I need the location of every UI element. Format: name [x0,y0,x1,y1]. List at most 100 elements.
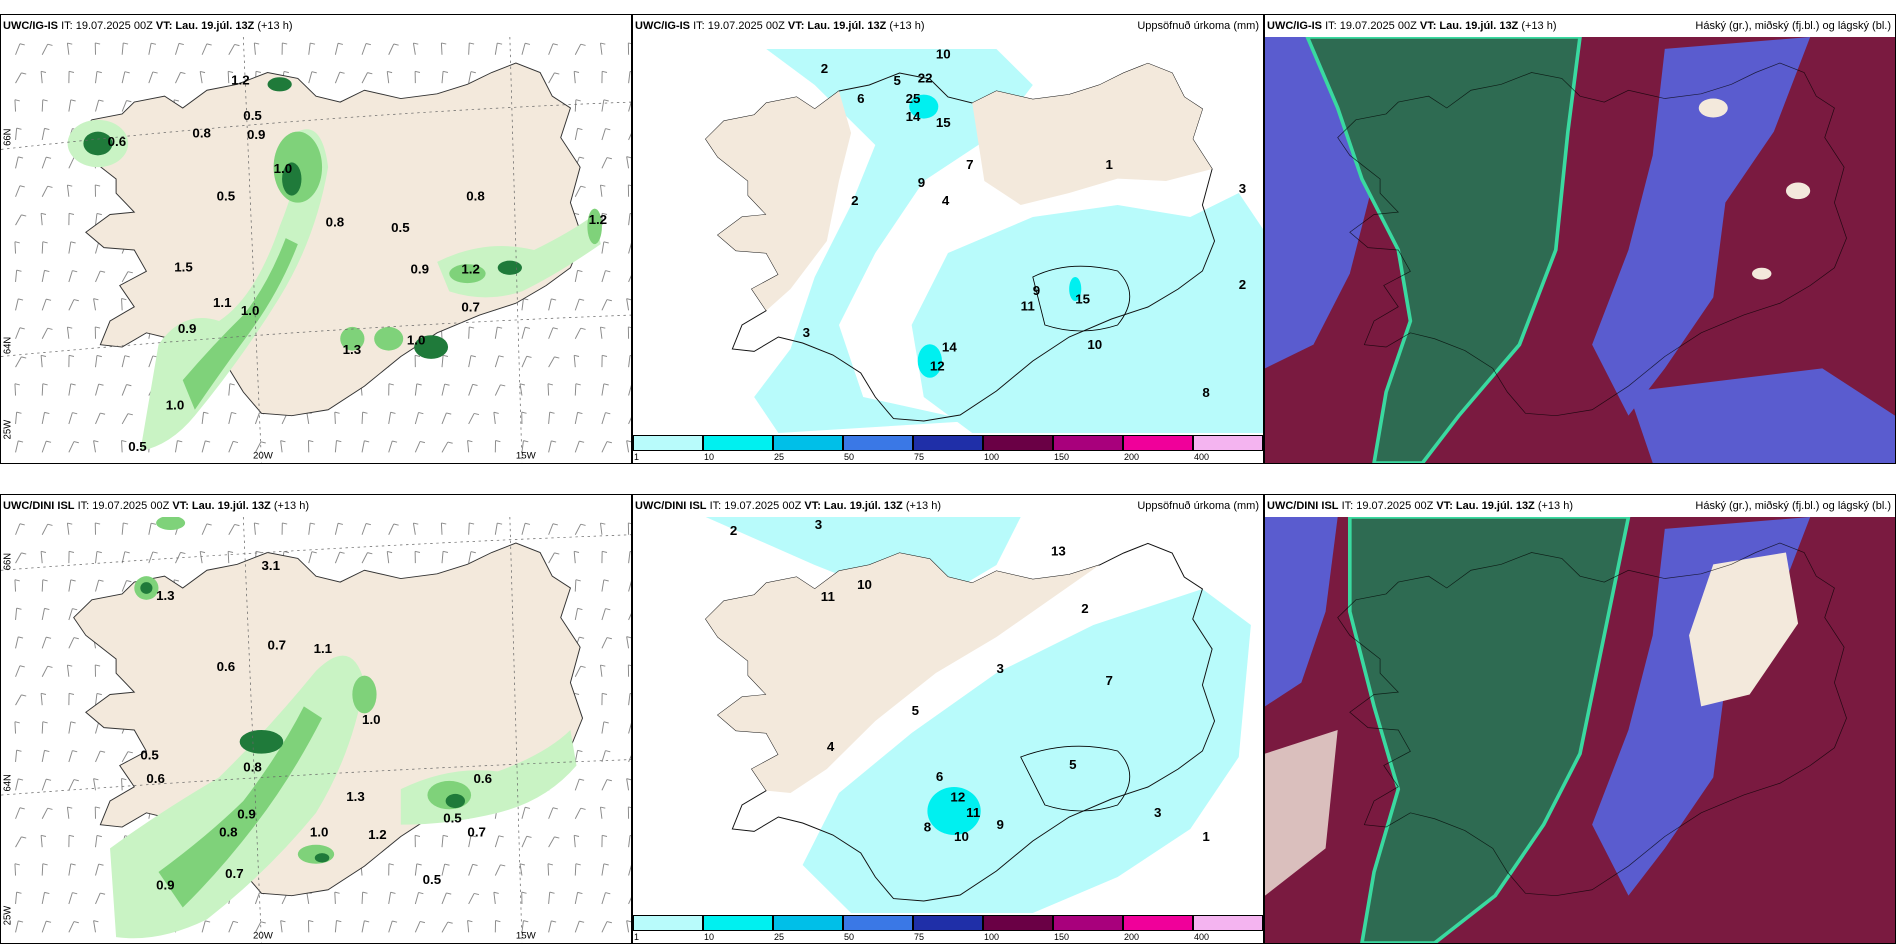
wind-barb-feather [150,42,157,45]
wind-barb [201,440,206,453]
wind-barb-feather [577,891,583,894]
map-area: 2 10 22 25 14 15 6 9 5 7 4 3 1 2 12 15 1… [633,37,1263,433]
wind-barb [574,863,577,876]
wind-barb [121,751,129,763]
wind-barb [14,99,17,112]
panel-ig-hourly: UWC/IG-IS IT: 19.07.2025 00Z VT: Lau. 19… [0,14,632,464]
colorbar-tick: 25 [773,452,784,462]
wind-barb-feather [124,355,130,358]
wind-barb-feather [308,920,314,923]
lead-time: (+13 h) [889,20,925,32]
accum-max-north [909,94,939,119]
wind-barb [388,412,392,425]
value-labels: 3.1 1.3 0.6 0.7 1.1 1.0 0.8 0.5 0.6 1.3 … [140,558,492,892]
wind-barb [626,778,630,791]
wind-barb [201,920,206,933]
wind-barb [626,920,630,933]
wind-barb-feather [308,440,314,443]
wind-barb [148,355,154,368]
colorbar-swatch [1123,915,1193,931]
wind-barb [121,440,123,453]
wind-barb-feather [580,807,586,810]
wind-barb-feather [365,523,372,526]
wind-barb [548,412,551,424]
lon-25-label: 25W [3,906,14,925]
wind-barb [280,920,283,933]
wind-barb [308,551,313,564]
wind-barb [14,863,17,876]
wind-barb-feather [152,71,158,74]
wind-barb [628,722,631,734]
wind-barb [628,551,631,564]
wind-barb [41,721,44,734]
wind-barb [41,186,49,197]
wind-barb-feather [73,299,79,302]
wind-barb-feather [72,750,78,753]
value-label: 1.0 [274,161,293,176]
wind-barb [547,383,550,396]
wind-barb-feather [603,383,609,386]
wind-barb-feather [311,71,317,74]
wind-barb-feather [21,836,27,839]
wind-barb-feather [68,354,75,357]
value-label: 3 [803,325,810,340]
wind-barb-feather [205,920,211,923]
wind-barb-feather [497,522,503,525]
init-time: IT: 19.07.2025 00Z [1325,20,1417,32]
wind-barb [306,412,310,425]
wind-barb-feather [602,834,608,837]
wind-barb [95,835,98,848]
wind-barb-feather [418,892,424,895]
colorbar-swatch [702,435,773,451]
wind-barb [66,522,70,535]
init-time: IT: 19.07.2025 00Z [1341,500,1434,512]
wind-barb [412,522,416,535]
wind-barb [121,71,126,84]
wind-barb [68,721,72,734]
wind-barb [599,42,603,55]
map-svg: 2 3 13 11 10 8 5 9 6 3 4 12 11 10 7 3 5 … [633,517,1263,913]
wind-barb-feather [95,326,101,329]
wind-barb [121,271,129,283]
colorbar-tick: 50 [843,452,854,462]
value-label: 0.8 [219,825,238,840]
wind-barb-feather [67,42,73,45]
wind-barb [41,750,45,763]
wind-barb-feather [442,834,449,837]
map-svg: 66N 64N 20W 15W 25W 3.1 1.3 0.6 0.7 1.1 … [1,517,631,943]
wind-barb-feather [98,383,104,386]
wind-barb-feather [336,920,342,923]
wind-barb-feather [70,383,76,386]
wind-barb-feather [18,778,24,781]
wind-barb-feather [579,636,585,639]
wind-barb-feather [40,834,47,837]
wind-barb [468,551,472,564]
wind-barb [93,440,96,453]
wind-barb [254,441,262,453]
wind-barb [148,71,154,84]
wind-barb-feather [600,806,606,809]
value-label: 1.1 [314,641,333,656]
wind-barb-feather [47,523,53,526]
wind-barb-feather [577,269,583,272]
wind-barb [601,892,606,905]
colorbar-tick: 1 [634,452,640,462]
wind-barb-feather [95,664,101,667]
wind-barb [361,552,368,564]
wind-barb [361,412,364,424]
wind-barb [628,897,631,905]
wind-barb-feather [413,42,419,45]
value-label: 0.7 [461,300,480,315]
wind-barb-feather [575,863,581,866]
wind-barb-feather [95,806,101,809]
wind-barb [41,579,44,592]
wind-barb-feather [42,383,48,386]
wind-barb-feather [72,892,78,895]
wind-barb [95,693,98,706]
value-label: 0.8 [326,214,345,229]
wind-barb [628,100,631,112]
wind-barb [121,298,123,311]
wind-barb-feather [336,440,342,443]
wind-barb-feather [574,354,580,357]
wind-barb [68,608,73,621]
